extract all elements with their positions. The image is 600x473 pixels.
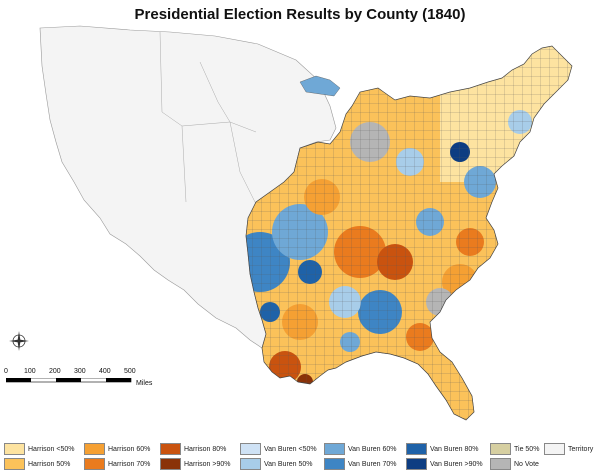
legend-swatch [160,443,181,455]
scale-unit-label: Miles [136,380,153,387]
legend-swatch [324,458,345,470]
legend-label: Harrison >90% [184,460,231,468]
legend-label: Harrison 50% [28,460,71,468]
legend-label: Van Buren 80% [430,445,479,453]
map-title: Presidential Election Results by County … [134,6,466,23]
legend-label: Van Buren 70% [348,460,397,468]
legend-label: Van Buren <50% [264,445,317,453]
legend-swatch [490,443,511,455]
legend-item: Van Buren 50% [240,458,313,470]
legend-swatch [160,458,181,470]
legend-label: Van Buren >90% [430,460,483,468]
legend: Harrison <50% Harrison 50% Harrison 60% … [0,440,600,473]
legend-label: Harrison 60% [108,445,151,453]
legend-label: Harrison 80% [184,445,227,453]
legend-swatch [4,443,25,455]
legend-item: No Vote [490,458,539,470]
legend-swatch [544,443,565,455]
legend-swatch [240,458,261,470]
scale-tick: 400 [99,368,111,375]
legend-item: Harrison 70% [84,458,150,470]
scale-tick: 500 [124,368,136,375]
scale-tick: 300 [74,368,86,375]
scale-tick: 200 [49,368,61,375]
legend-item: Harrison >90% [160,458,231,470]
legend-item: Van Buren >90% [406,458,483,470]
legend-item: Tie 50% [490,443,539,455]
legend-label: Van Buren 50% [264,460,313,468]
legend-item: Van Buren 60% [324,443,397,455]
legend-item: Territory [544,443,593,455]
legend-swatch [240,443,261,455]
scale-bar: 0 100 200 300 400 500 Miles [4,368,164,390]
legend-label: Van Buren 60% [348,445,397,453]
legend-label: Tie 50% [514,445,540,453]
legend-label: No Vote [514,460,539,468]
legend-item: Harrison 80% [160,443,226,455]
legend-swatch [406,443,427,455]
legend-swatch [490,458,511,470]
legend-label: Harrison <50% [28,445,75,453]
territory-boundary-lines [159,31,257,205]
legend-label: Harrison 70% [108,460,151,468]
scale-bar-graphic [6,378,132,383]
scale-tick: 0 [4,368,8,375]
county-map [39,25,573,421]
scale-tick: 100 [24,368,36,375]
legend-swatch [84,458,105,470]
legend-item: Harrison 50% [4,458,70,470]
legend-item: Van Buren 80% [406,443,479,455]
compass-rose-icon [9,331,29,351]
legend-label: Territory [568,445,594,453]
legend-item: Harrison <50% [4,443,75,455]
michigan-peninsula [299,75,341,97]
legend-item: Van Buren 70% [324,458,397,470]
legend-item: Van Buren <50% [240,443,317,455]
legend-swatch [4,458,25,470]
legend-swatch [406,458,427,470]
legend-swatch [84,443,105,455]
legend-item: Harrison 60% [84,443,150,455]
legend-swatch [324,443,345,455]
